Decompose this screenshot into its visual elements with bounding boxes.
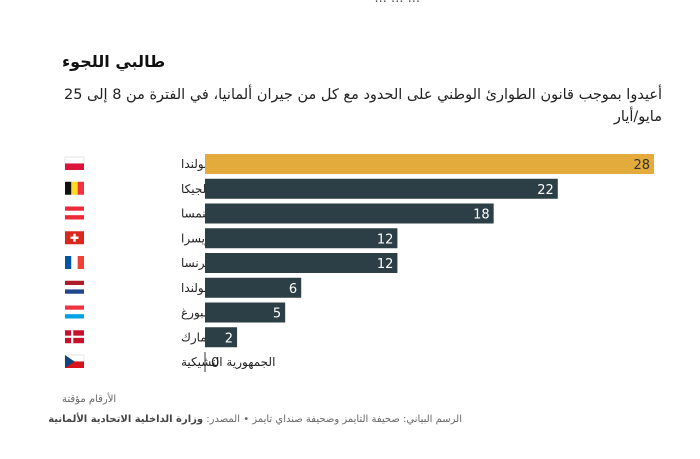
value-label: 12 (377, 257, 394, 272)
value-label: 22 (537, 183, 554, 198)
provisional-note: الأرقام مؤقتة (62, 394, 117, 405)
value-label: 0 (211, 356, 219, 371)
bar (205, 178, 558, 199)
bar (205, 228, 398, 249)
poland-flag-icon (64, 156, 85, 170)
category-label: فرنسا (181, 256, 211, 271)
bar (205, 302, 286, 323)
bar-row: فرنسا 12 (65, 253, 398, 273)
denmark-flag-icon (65, 330, 84, 344)
source-label: المصدر: (206, 414, 241, 425)
bar (205, 253, 398, 273)
bar-row: النمسا 18 (65, 203, 494, 224)
bar (205, 277, 302, 298)
bar-row: سويسرا 12 (65, 228, 398, 249)
bar (205, 154, 654, 174)
clipped-previous-text: ... ... ... (60, 0, 420, 6)
value-label: 5 (273, 307, 281, 322)
footer-separator: • (243, 414, 250, 425)
category-label: بولندا (181, 157, 207, 172)
czech-flag-icon (64, 354, 85, 368)
value-label: 12 (377, 232, 394, 247)
source-value: وزارة الداخلية الاتحادية الألمانية (48, 414, 204, 425)
bar-row: لوكسمبورغ5 (65, 302, 286, 323)
austria-flag-icon (65, 206, 84, 220)
chart-footer: الرسم البياني: صحيفة التايمز وصحيفة صندا… (48, 414, 462, 425)
value-label: 28 (633, 158, 650, 173)
chart-subtitle: أعيدوا بموجب قانون الطوارئ الوطني على ال… (63, 87, 662, 125)
credit-label: الرسم البياني: (403, 414, 462, 425)
netherlands-flag-icon (65, 280, 84, 294)
bar (205, 327, 238, 348)
belgium-flag-icon (65, 181, 84, 195)
value-label: 6 (289, 282, 297, 297)
bar-row: بولندا 28 (64, 154, 654, 174)
luxembourg-flag-icon (65, 305, 84, 319)
category-label: الجمهورية التشيكية (181, 355, 275, 370)
chart-title: طالبي اللجوء (62, 52, 166, 71)
category-label: بلجيكا (181, 182, 210, 196)
category-label: هولندا (181, 281, 210, 296)
switzerland-flag-icon (65, 231, 84, 245)
bar-row: بلجيكا 22 (65, 178, 558, 199)
bar (205, 203, 494, 224)
category-label: النمسا (181, 207, 213, 221)
france-flag-icon (65, 256, 84, 269)
bar-row: الدنمارك 2 (65, 327, 238, 348)
bar-row: هولندا 6 (65, 277, 302, 298)
credit-value: صحيفة التايمز وصحيفة صنداي تايمز (252, 414, 400, 425)
value-label: 2 (225, 331, 233, 346)
value-label: 18 (473, 208, 490, 223)
